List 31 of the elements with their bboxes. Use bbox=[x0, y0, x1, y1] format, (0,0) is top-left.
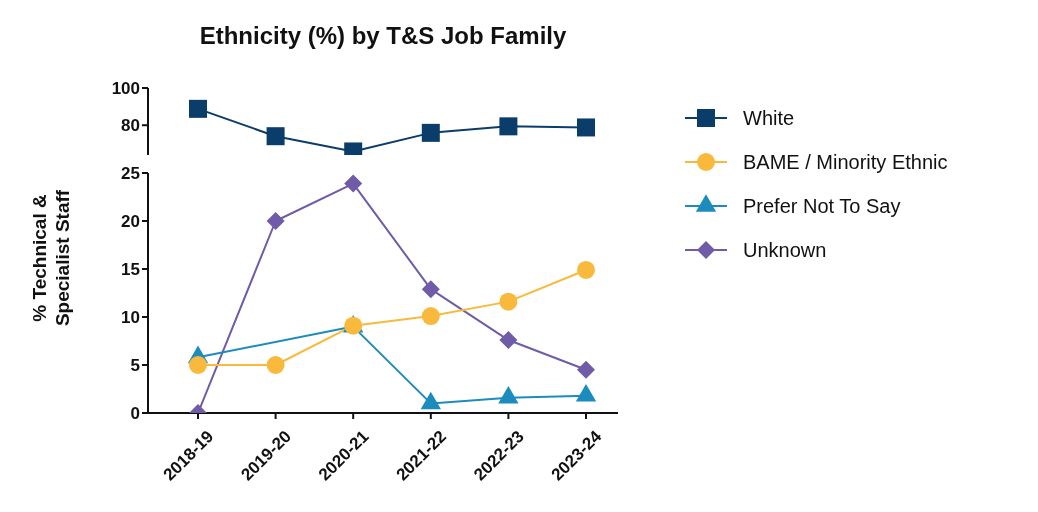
point bbox=[577, 118, 595, 137]
point bbox=[266, 356, 285, 374]
point bbox=[499, 117, 518, 136]
y-tick-label: 20 bbox=[121, 212, 140, 232]
legend-label: Prefer Not To Say bbox=[743, 194, 901, 218]
y-tick-label: 100 bbox=[111, 79, 140, 99]
point bbox=[421, 307, 440, 326]
y-tick-label: 5 bbox=[130, 356, 140, 376]
point bbox=[421, 280, 440, 299]
point bbox=[577, 360, 595, 379]
point bbox=[266, 212, 285, 230]
legend-label: Unknown bbox=[743, 238, 827, 262]
point bbox=[421, 123, 440, 142]
point bbox=[189, 356, 207, 374]
point bbox=[499, 331, 518, 350]
legend-label: White bbox=[743, 106, 795, 130]
y-tick-label: 10 bbox=[121, 308, 140, 328]
point bbox=[499, 292, 518, 311]
point bbox=[420, 391, 441, 410]
y-tick-label: 15 bbox=[121, 260, 140, 280]
point bbox=[575, 384, 597, 402]
point bbox=[266, 127, 285, 146]
y-axis-title: % Technical & Specialist Staff bbox=[28, 188, 74, 329]
point bbox=[189, 99, 207, 118]
legend-label: BAME / Minority Ethnic bbox=[743, 150, 948, 174]
point bbox=[577, 260, 595, 279]
y-tick-label: 0 bbox=[130, 404, 140, 424]
point bbox=[344, 174, 363, 193]
chart-title: Ethnicity (%) by T&S Job Family bbox=[198, 22, 568, 50]
y-tick-label: 25 bbox=[121, 164, 140, 184]
y-tick-label: 80 bbox=[121, 116, 140, 136]
